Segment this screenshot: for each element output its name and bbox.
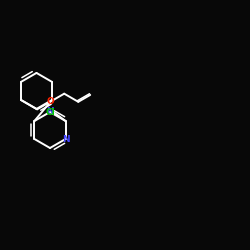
Text: N: N	[62, 134, 70, 143]
Text: Cl: Cl	[46, 108, 55, 117]
Text: O: O	[46, 97, 54, 106]
Text: N: N	[46, 108, 54, 116]
